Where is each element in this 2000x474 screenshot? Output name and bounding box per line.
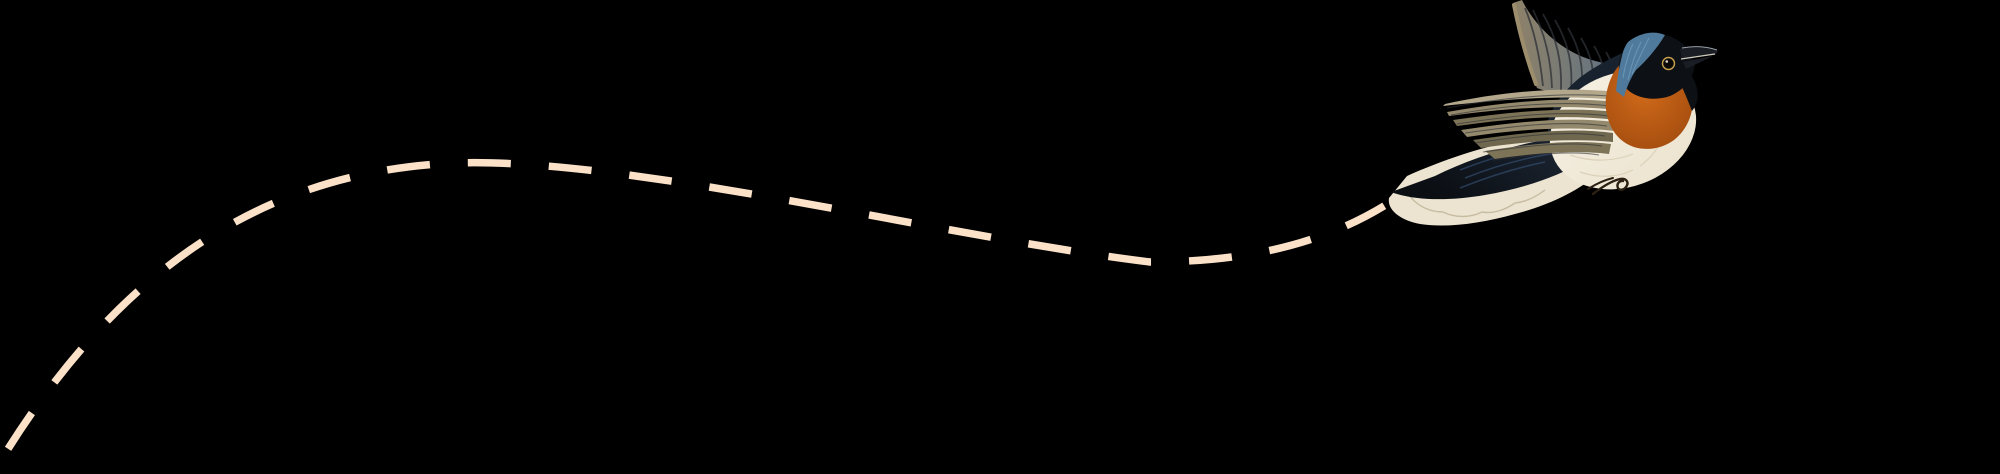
belly-line <box>1569 153 1634 161</box>
tail-scallops <box>1409 189 1546 218</box>
far-wing-striation <box>1542 13 1563 91</box>
beak-gape-line <box>1680 53 1716 60</box>
bird-chinstrap <box>1674 58 1698 111</box>
flight-path-line <box>0 158 1401 470</box>
bird-crown <box>1616 32 1665 97</box>
eye-ring <box>1661 56 1676 71</box>
beak-upper <box>1680 47 1718 59</box>
crown-dapple <box>1627 41 1642 81</box>
far-wing-leading-edge <box>1512 3 1538 86</box>
near-wing-striation <box>1474 133 1606 144</box>
crown-dapple <box>1622 43 1634 79</box>
tail-sheen-line <box>1459 161 1546 189</box>
near-wing-feather <box>1473 130 1613 148</box>
bird-beak <box>1680 46 1718 69</box>
bird-foot <box>1587 177 1629 196</box>
far-wing-striation <box>1554 19 1573 92</box>
beak-ridge-highlight <box>1681 46 1718 51</box>
foot-curl <box>1591 177 1629 196</box>
bird-eye <box>1661 56 1676 71</box>
eye-pupil <box>1664 59 1673 68</box>
near-wing-striation <box>1482 143 1603 153</box>
bird-head <box>1616 32 1718 111</box>
near-wing-striation <box>1446 94 1611 109</box>
near-wing-striation <box>1492 152 1600 161</box>
tail-scallop <box>1481 202 1516 214</box>
tail-scallop <box>1442 211 1483 218</box>
bird-illustration <box>1388 0 1718 226</box>
far-wing-striation <box>1532 9 1553 89</box>
far-wing-striation <box>1524 7 1544 87</box>
near-wing-striation <box>1456 113 1610 125</box>
near-wing-striations <box>1446 94 1611 161</box>
tail-scallop <box>1514 189 1546 204</box>
near-wing-striation <box>1450 103 1611 116</box>
crown-dapple <box>1631 37 1650 75</box>
foot-toe <box>1587 177 1614 190</box>
crown-dapples <box>1622 37 1650 81</box>
beak-lower <box>1683 56 1713 69</box>
near-wing-feather <box>1485 141 1611 159</box>
tail-scallop <box>1409 195 1444 213</box>
bird-near-wing <box>1443 89 1617 161</box>
belly-line <box>1579 169 1634 177</box>
near-wing-striation <box>1464 123 1608 134</box>
near-wing-feather <box>1443 89 1617 106</box>
eye-glint <box>1665 60 1669 63</box>
